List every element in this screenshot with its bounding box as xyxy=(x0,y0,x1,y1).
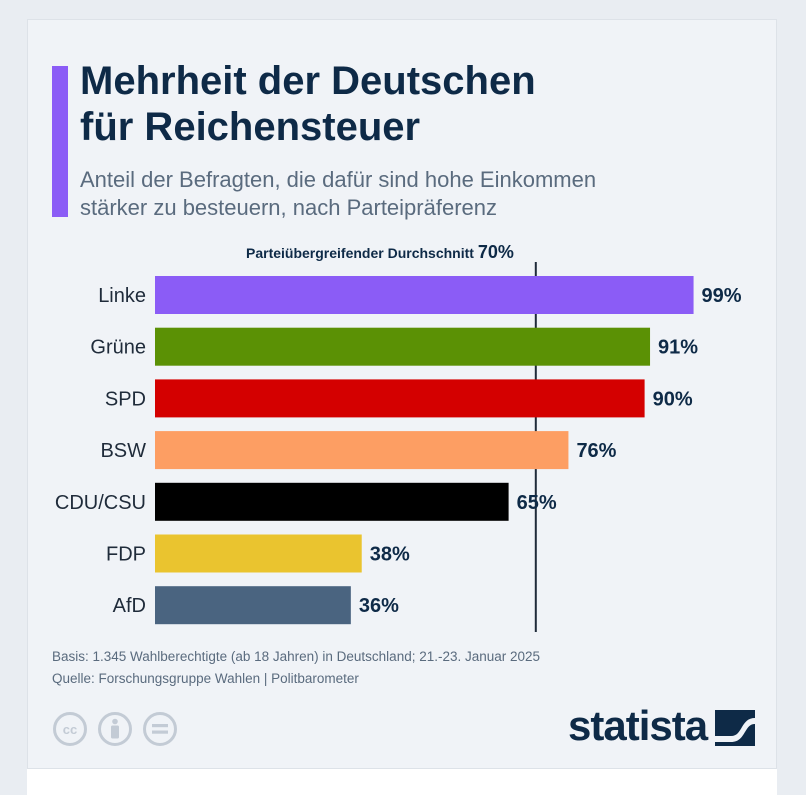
source-note: Quelle: Forschungsgruppe Wahlen | Politb… xyxy=(52,671,359,686)
statista-logo[interactable]: statista xyxy=(568,702,758,750)
category-label: CDU/CSU xyxy=(55,492,146,514)
chart-title: Mehrheit der Deutschen für Reichensteuer xyxy=(80,58,720,150)
attribution-icon[interactable] xyxy=(98,712,132,746)
bar-linke[interactable] xyxy=(155,276,694,314)
value-label: 65% xyxy=(517,492,557,514)
subtitle-line-1: Anteil der Befragten, die dafür sind hoh… xyxy=(80,167,597,192)
statista-wordmark: statista xyxy=(568,702,708,749)
bar-gr-ne[interactable] xyxy=(155,327,651,366)
average-reference-value: 70% xyxy=(477,242,514,262)
category-label: FDP xyxy=(106,544,146,566)
bar-bsw[interactable] xyxy=(155,431,569,470)
bar-afd[interactable] xyxy=(155,586,351,625)
title-line-1: Mehrheit der Deutschen xyxy=(80,59,536,103)
bar-cdu-csu[interactable] xyxy=(155,482,509,521)
value-label: 76% xyxy=(576,440,616,462)
category-label: Grüne xyxy=(90,337,146,359)
category-label: AfD xyxy=(113,595,146,617)
svg-text:cc: cc xyxy=(63,722,77,737)
value-label: 91% xyxy=(658,337,698,359)
statista-logo-icon xyxy=(715,710,755,746)
bar-fdp[interactable] xyxy=(155,534,362,573)
chart-notes: Basis: 1.345 Wahlberechtigte (ab 18 Jahr… xyxy=(52,646,752,690)
value-label: 38% xyxy=(370,544,410,566)
category-label: SPD xyxy=(105,388,146,410)
value-label: 36% xyxy=(359,595,399,617)
no-derivatives-icon[interactable] xyxy=(143,712,177,746)
bar-spd[interactable] xyxy=(155,379,645,418)
average-reference-label: Parteiübergreifender Durchschnitt 70% xyxy=(246,242,514,263)
license-icons: cc xyxy=(53,712,177,746)
title-accent-bar xyxy=(52,66,68,217)
value-label: 99% xyxy=(702,285,742,307)
average-reference-text: Parteiübergreifender Durchschnitt xyxy=(246,245,474,261)
basis-note: Basis: 1.345 Wahlberechtigte (ab 18 Jahr… xyxy=(52,649,541,664)
chart-subtitle: Anteil der Befragten, die dafür sind hoh… xyxy=(80,166,740,222)
category-label: Linke xyxy=(98,285,146,307)
subtitle-line-2: stärker zu besteuern, nach Parteipräfere… xyxy=(80,195,498,220)
category-label: BSW xyxy=(100,440,146,462)
card-bottom-strip xyxy=(27,769,777,795)
creative-commons-icon[interactable]: cc xyxy=(53,712,87,746)
value-label: 90% xyxy=(653,388,693,410)
title-line-2: für Reichensteuer xyxy=(80,105,421,149)
